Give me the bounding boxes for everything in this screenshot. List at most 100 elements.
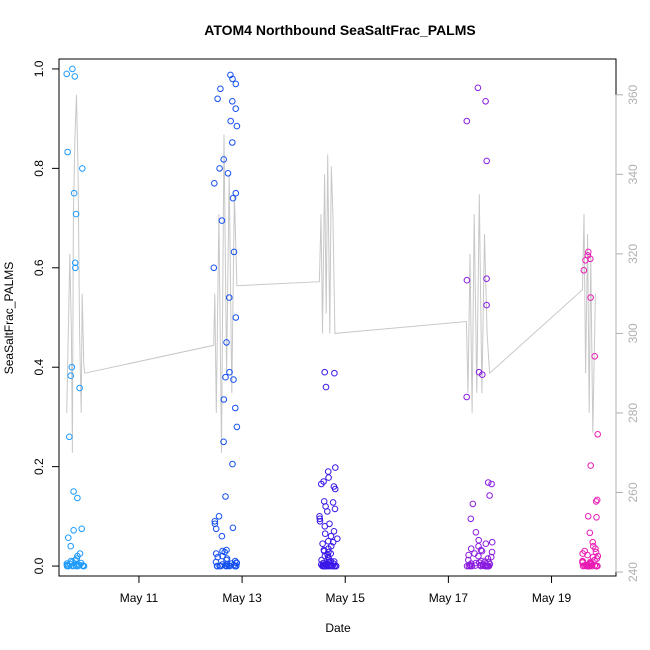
data-point <box>580 267 588 274</box>
data-point <box>484 479 492 486</box>
data-point <box>216 165 223 172</box>
data-point <box>318 480 325 488</box>
data-point <box>482 98 489 105</box>
data-point <box>328 562 336 570</box>
data-point <box>472 529 480 536</box>
flight-points-4 <box>463 84 496 570</box>
y-axis-label: SeaSaltFrac_PALMS <box>2 262 16 375</box>
data-point <box>229 460 236 468</box>
data-point <box>230 376 237 383</box>
data-point <box>67 542 74 550</box>
data-point <box>479 371 486 379</box>
points-layer <box>63 65 602 570</box>
data-point <box>71 73 79 80</box>
y2-tick-label: 320 <box>626 244 640 264</box>
data-point <box>467 515 475 523</box>
data-point <box>229 139 236 146</box>
data-point <box>321 530 329 538</box>
y2-tick-label: 240 <box>626 562 640 582</box>
flight-points-2 <box>210 71 241 570</box>
data-point <box>218 532 226 540</box>
data-point <box>481 562 489 570</box>
data-point <box>582 257 589 264</box>
y2-tick-label: 340 <box>626 164 640 184</box>
data-point <box>483 157 491 165</box>
data-point <box>211 180 218 187</box>
data-point <box>331 485 339 493</box>
data-point <box>79 165 86 172</box>
data-point <box>63 562 71 570</box>
data-point <box>233 122 241 130</box>
data-point <box>223 546 230 554</box>
data-point <box>214 95 221 103</box>
data-point <box>212 550 220 557</box>
x-axis-label: Date <box>325 621 351 635</box>
data-point <box>321 523 329 530</box>
plot-frame <box>58 58 617 577</box>
data-point <box>463 393 471 401</box>
data-point <box>325 537 332 545</box>
y2-tick-label: 260 <box>626 482 640 502</box>
data-point <box>334 535 341 543</box>
data-point <box>465 562 473 570</box>
chart-title: ATOM4 Northbound SeaSaltFrac_PALMS <box>204 22 475 38</box>
data-point <box>467 545 475 553</box>
secondary-y-axis: 240 260 280 300 320 340 360 <box>615 84 640 582</box>
data-point <box>320 547 328 555</box>
data-point <box>585 248 592 256</box>
data-point <box>487 553 495 561</box>
x-tick-label: May 11 <box>120 591 159 605</box>
y-tick-label: 0.4 <box>32 359 46 376</box>
data-point <box>593 514 600 521</box>
data-point <box>331 505 339 513</box>
data-point <box>316 513 323 520</box>
data-point <box>475 552 482 560</box>
data-point <box>589 553 597 561</box>
data-point <box>321 368 329 376</box>
data-point <box>232 105 239 112</box>
data-point <box>319 540 326 548</box>
data-point <box>463 562 471 570</box>
data-point <box>64 148 71 156</box>
data-point <box>469 500 477 508</box>
data-point <box>224 170 232 177</box>
data-point <box>488 548 496 556</box>
data-point <box>584 513 592 520</box>
data-point <box>478 547 486 555</box>
data-point <box>232 404 239 412</box>
data-point <box>223 339 230 346</box>
data-point <box>587 462 595 469</box>
data-point <box>465 551 472 559</box>
x-tick-label: May 19 <box>532 591 572 605</box>
data-point <box>210 264 218 272</box>
data-point <box>214 562 221 570</box>
data-point <box>211 518 219 525</box>
data-point <box>233 423 241 431</box>
data-point <box>72 264 79 272</box>
data-point <box>322 383 330 391</box>
data-point <box>72 210 80 218</box>
data-point <box>583 562 591 570</box>
data-point <box>477 546 485 554</box>
y-tick-label: 0.2 <box>32 458 46 475</box>
data-point <box>220 156 227 163</box>
data-point <box>591 353 599 360</box>
data-point <box>585 562 593 570</box>
data-point <box>482 540 490 548</box>
data-point <box>223 562 231 570</box>
y2-tick-label: 300 <box>626 323 640 343</box>
data-point <box>226 562 234 570</box>
data-point <box>230 248 238 256</box>
data-point <box>218 217 226 224</box>
data-point <box>483 275 490 283</box>
data-point <box>329 538 337 546</box>
flight-points-5 <box>579 248 602 570</box>
data-point <box>70 189 78 197</box>
y-tick-label: 0.8 <box>32 160 46 177</box>
data-point <box>227 117 234 125</box>
y-tick-label: 1.0 <box>32 60 46 77</box>
data-point <box>232 80 240 88</box>
data-point <box>220 438 227 446</box>
data-point <box>324 508 331 515</box>
